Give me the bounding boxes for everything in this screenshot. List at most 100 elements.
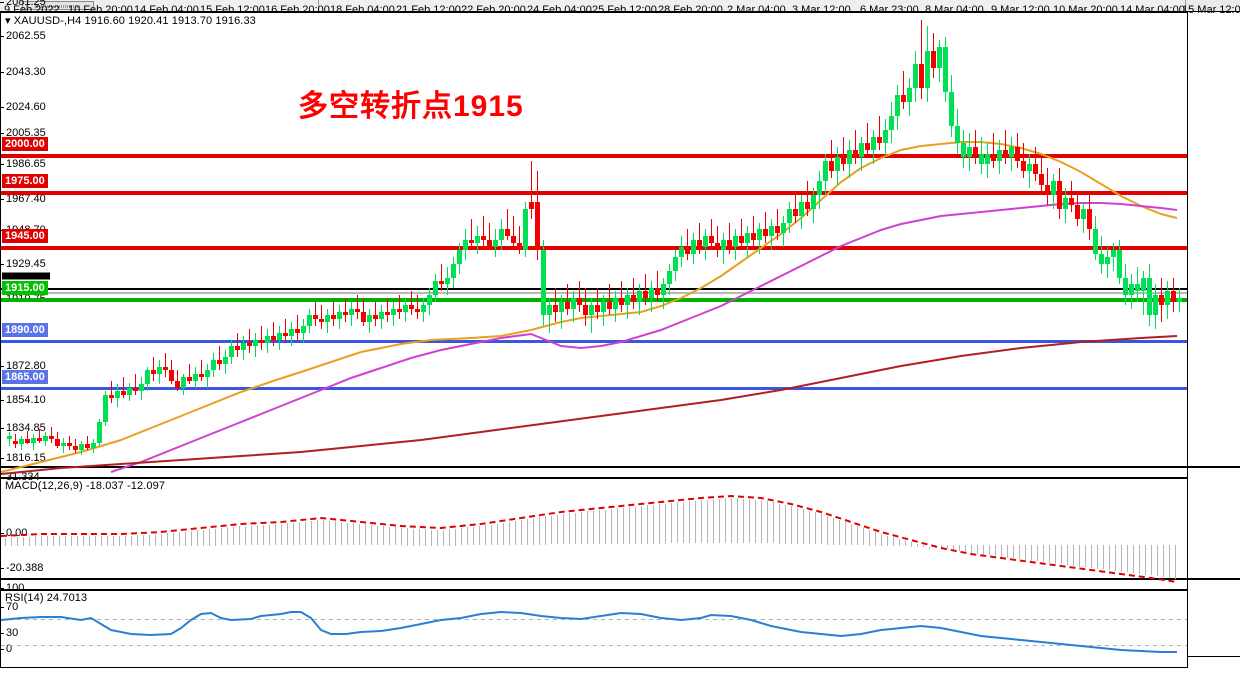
price-level-label-1865-00[interactable]: 1865.00 [2, 370, 48, 384]
macd-histogram-bar [599, 510, 600, 545]
scrollbar-track[interactable] [0, 0, 1186, 11]
rsi-level-line-70 [1, 619, 1187, 620]
macd-histogram-bar [761, 500, 762, 544]
candle-body [493, 239, 498, 247]
price-level-label-1975-00[interactable]: 1975.00 [2, 174, 48, 188]
candle-body [1135, 284, 1140, 292]
candle-body [835, 157, 840, 171]
macd-histogram-bar [419, 528, 420, 546]
scale-tick [0, 428, 4, 429]
level-line-2000-00[interactable] [1, 154, 1187, 158]
macd-histogram-bar [335, 521, 336, 545]
price-level-label-2000-00[interactable]: 2000.00 [2, 137, 48, 151]
candle-body [877, 136, 882, 144]
candle-wick [921, 19, 922, 99]
scrollbar-thumb[interactable] [22, 1, 94, 10]
macd-histogram-bar [581, 512, 582, 545]
candle-wick [843, 136, 844, 171]
candle-body [181, 377, 186, 388]
candle-body [445, 277, 450, 285]
candle-body [457, 250, 462, 264]
time-axis-label: 14 Feb 04:00 [134, 4, 199, 16]
candle-body [535, 201, 540, 251]
candle-body [163, 367, 168, 371]
horizontal-scrollbar[interactable] [0, 0, 1240, 12]
price-level-label-1915-00[interactable]: 1915.00 [2, 281, 48, 295]
candle-body [475, 236, 480, 244]
candle-body [31, 437, 36, 443]
rsi-scale-label: 100 [6, 582, 25, 594]
level-line-1915-00[interactable] [1, 298, 1187, 302]
price-scale[interactable]: 2081.25 2062.55 2043.30 2024.60 2005.35 1986.… [0, 0, 1240, 656]
macd-histogram-bar [1001, 545, 1002, 557]
macd-histogram-bar [245, 525, 246, 546]
candle-body [1087, 208, 1092, 230]
macd-histogram-bar [41, 536, 42, 547]
level-line-1865-00[interactable] [1, 387, 1187, 390]
candle-wick [297, 315, 298, 340]
candle-body [667, 270, 672, 285]
macd-histogram-bar [677, 502, 678, 544]
rsi-polyline [1, 610, 1177, 653]
candle-body [373, 315, 378, 319]
candle-wick [777, 208, 778, 240]
price-level-label-1945-00[interactable]: 1945.00 [2, 229, 48, 243]
candle-wick [189, 363, 190, 385]
level-line-1890-00[interactable] [1, 340, 1187, 343]
candle-wick [375, 301, 376, 326]
candle-body [85, 444, 90, 448]
candle-body [169, 370, 174, 381]
candle-body [175, 380, 180, 388]
candle-wick [411, 291, 412, 316]
macd-histogram-bar [203, 529, 204, 546]
macd-histogram-bar [869, 530, 870, 546]
level-line-1945-00[interactable] [1, 246, 1187, 250]
candle-body [259, 339, 264, 343]
candle-wick [123, 377, 124, 398]
macd-histogram-bar [143, 534, 144, 547]
ask-price-line [1, 292, 1187, 294]
candle-wick [765, 212, 766, 244]
macd-histogram-bar [191, 531, 192, 546]
candle-body [1039, 174, 1044, 185]
candle-body [763, 229, 768, 237]
candle-body [901, 95, 906, 103]
candle-wick [153, 356, 154, 381]
price-chart-panel[interactable]: ▾ XAUUSD-,H4 1916.60 1920.41 1913.70 191… [0, 12, 1188, 478]
candle-body [847, 150, 852, 165]
rsi-panel[interactable]: RSI(14) 24.7013 [0, 590, 1188, 668]
macd-histogram-bar [461, 528, 462, 546]
candle-body [673, 256, 678, 271]
time-axis-label: 16 Feb 20:00 [265, 4, 330, 16]
candle-body [91, 442, 96, 448]
macd-histogram-bar [449, 529, 450, 546]
candle-body [553, 305, 558, 312]
candle-body [907, 88, 912, 103]
time-axis[interactable]: 9 Feb 2022 10 Feb 20:00 14 Feb 04:00 15 Feb… [0, 4, 1240, 679]
collapse-triangle-icon[interactable]: ▾ [5, 15, 11, 27]
candle-body [655, 287, 660, 295]
macd-histogram-bar [845, 522, 846, 545]
candle-wick [621, 281, 622, 312]
macd-histogram-bar [209, 529, 210, 546]
macd-signal-line [1, 494, 1178, 583]
candle-body [709, 236, 714, 244]
macd-panel[interactable]: MACD(12,26,9) -18.037 -12.097 [0, 478, 1188, 590]
candle-body [1147, 277, 1152, 316]
candle-body [895, 95, 900, 116]
candle-body [7, 435, 12, 440]
candle-body [961, 143, 966, 158]
macd-histogram-bar [791, 506, 792, 544]
macd-histogram-bar [767, 501, 768, 544]
candle-wick [993, 133, 994, 168]
price-level-label-1890-00[interactable]: 1890.00 [2, 323, 48, 337]
macd-histogram-bar [215, 528, 216, 546]
rsi-scale-label: 30 [6, 627, 19, 639]
macd-histogram-bar [1031, 545, 1032, 561]
macd-histogram-bar [983, 545, 984, 555]
time-axis-label: 21 Feb 12:00 [396, 4, 461, 16]
macd-histogram-bar [1151, 545, 1152, 576]
level-line-1975-00[interactable] [1, 191, 1187, 195]
macd-histogram-bar [689, 501, 690, 544]
candle-wick [27, 430, 28, 445]
